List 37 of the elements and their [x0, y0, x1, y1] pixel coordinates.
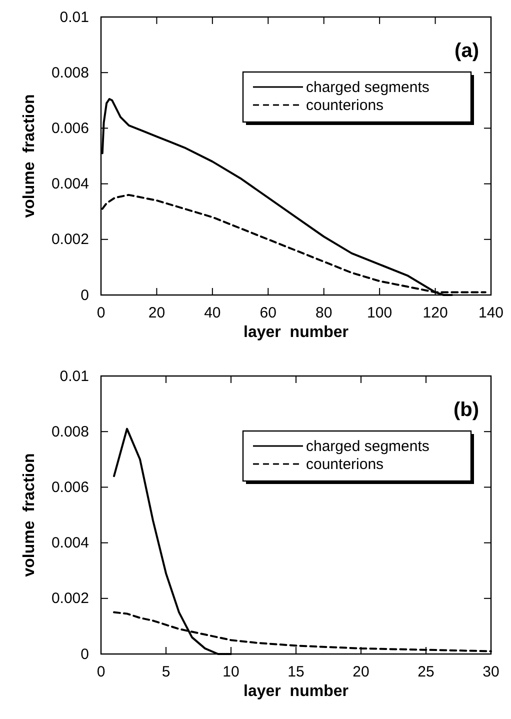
x-tick-label: 100 — [367, 304, 392, 322]
legend-label: counterions — [306, 456, 384, 473]
y-tick-label: 0.004 — [51, 534, 89, 552]
x-tick-label: 25 — [418, 664, 434, 681]
annotation: (a) — [454, 40, 479, 62]
x-tick-label: 140 — [478, 304, 504, 322]
annotation: (b) — [453, 399, 479, 421]
y-tick-label: 0 — [80, 646, 89, 663]
y-tick-label: 0.006 — [51, 479, 89, 496]
x-tick-label: 10 — [222, 664, 240, 681]
y-tick-label: 0 — [80, 286, 89, 304]
x-axis-title: layer number — [244, 683, 348, 700]
x-tick-label: 120 — [422, 304, 448, 322]
y-tick-label: 0.002 — [51, 590, 89, 608]
y-tick-label: 0.004 — [51, 176, 89, 193]
y-tick-label: 0.01 — [60, 8, 89, 26]
x-tick-label: 0 — [96, 664, 106, 681]
legend-label: charged segments — [306, 79, 430, 96]
y-tick-label: 0.002 — [51, 231, 89, 248]
x-tick-label: 20 — [148, 304, 166, 322]
legend-label: counterions — [306, 97, 384, 114]
y-tick-label: 0.008 — [51, 64, 89, 82]
x-tick-label: 20 — [352, 664, 370, 681]
x-tick-label: 40 — [204, 304, 221, 322]
x-tick-label: 60 — [260, 304, 276, 322]
x-tick-label: 30 — [482, 664, 500, 681]
legend-label: charged segments — [306, 438, 430, 455]
x-axis-title: layer number — [244, 324, 348, 341]
y-tick-label: 0.006 — [51, 120, 89, 137]
x-tick-label: 15 — [288, 664, 304, 681]
x-tick-label: 80 — [316, 304, 332, 322]
x-tick-label: 5 — [162, 664, 170, 681]
y-axis-title: volume fraction — [21, 94, 38, 218]
y-tick-label: 0.01 — [60, 368, 89, 385]
x-tick-label: 0 — [96, 304, 106, 322]
y-tick-label: 0.008 — [51, 423, 89, 440]
y-axis-title: volume fraction — [21, 453, 38, 577]
